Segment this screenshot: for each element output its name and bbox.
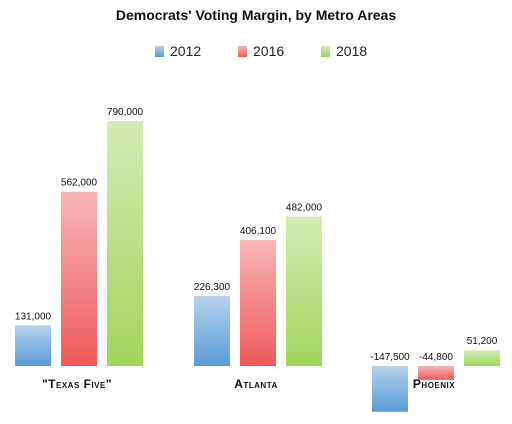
data-label-1-2012: 226,300 — [194, 282, 231, 293]
data-label-0-2018: 790,000 — [107, 107, 144, 118]
data-label-1-2016: 406,100 — [240, 226, 277, 237]
legend-label-2016: 2016 — [253, 43, 284, 59]
bars-group — [15, 121, 500, 412]
bar-1-2016 — [240, 240, 276, 366]
bar-0-2012 — [15, 325, 51, 366]
legend: 2012 2016 2018 — [155, 43, 367, 59]
bar-0-2018 — [107, 121, 143, 366]
chart-title: Democrats' Voting Margin, by Metro Areas — [116, 7, 396, 23]
legend-swatch-2016 — [238, 46, 247, 57]
legend-label-2012: 2012 — [170, 43, 201, 59]
data-label-2-2018: 51,200 — [467, 336, 498, 347]
legend-swatch-2012 — [155, 46, 164, 57]
data-label-0-2016: 562,000 — [61, 178, 98, 189]
bar-2-2016 — [418, 366, 454, 380]
bar-1-2012 — [194, 295, 230, 366]
category-label-2: Phoenix — [413, 377, 455, 391]
category-labels-group: "Texas Five" Atlanta Phoenix — [42, 377, 455, 391]
legend-label-2018: 2018 — [336, 43, 367, 59]
category-label-1: Atlanta — [234, 377, 278, 391]
bar-1-2018 — [286, 216, 322, 366]
bar-0-2016 — [61, 191, 97, 366]
category-label-0: "Texas Five" — [42, 377, 112, 391]
data-label-2-2016: -44,800 — [419, 352, 453, 363]
data-labels-group: 131,000 562,000 790,000 226,300 406,100 482,0… — [15, 107, 498, 363]
bar-2-2012 — [372, 366, 408, 412]
legend-swatch-2018 — [321, 46, 330, 57]
data-label-0-2012: 131,000 — [15, 311, 52, 322]
bar-2-2018 — [464, 350, 500, 366]
data-label-2-2012: -147,500 — [370, 352, 410, 363]
data-label-1-2018: 482,000 — [286, 203, 323, 214]
